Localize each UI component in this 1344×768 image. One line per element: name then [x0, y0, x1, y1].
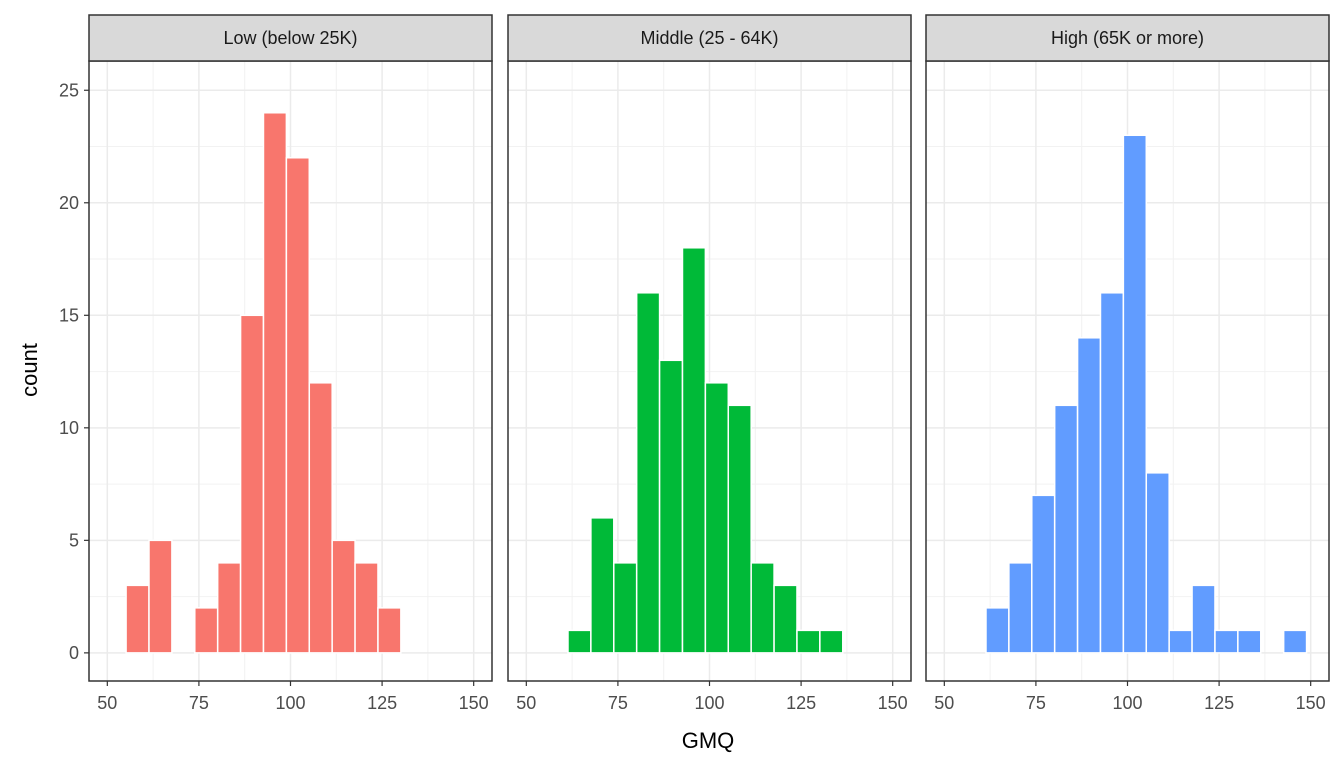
- facet-panel: Low (below 25K) 50 75 100 125 150: [88, 14, 493, 713]
- facet-strip: [88, 14, 493, 62]
- histogram-bar: [285, 157, 311, 654]
- x-axis-title: GMQ: [682, 728, 735, 753]
- histogram-bar: [1031, 494, 1056, 654]
- histogram-bar: [1237, 629, 1262, 654]
- facet-strip-label: High (65K or more): [1051, 28, 1204, 48]
- histogram-bar: [567, 629, 592, 654]
- histogram-bar: [1076, 337, 1102, 654]
- facet-strip-label: Middle (25 - 64K): [640, 28, 778, 48]
- x-tick-label: 150: [878, 693, 908, 713]
- histogram-bar: [704, 382, 730, 654]
- x-tick-label: 150: [459, 693, 489, 713]
- histogram-bar: [377, 607, 402, 654]
- y-axis-title: count: [17, 343, 42, 397]
- histogram-bar: [331, 539, 356, 654]
- x-tick-label: 125: [367, 693, 397, 713]
- facet-strip: [507, 14, 912, 62]
- x-tick-label: 75: [608, 693, 628, 713]
- x-tick-label: 75: [189, 693, 209, 713]
- histogram-bar: [985, 607, 1010, 654]
- y-tick-label: 15: [59, 305, 79, 325]
- x-tick-label: 50: [97, 693, 117, 713]
- histogram-bar: [262, 112, 288, 654]
- histogram-bar: [125, 584, 150, 654]
- histogram-bar: [1214, 629, 1239, 654]
- x-tick-label: 50: [516, 693, 536, 713]
- histogram-bar: [1282, 629, 1308, 654]
- histogram-bar: [1145, 472, 1170, 654]
- histogram-bar: [727, 404, 752, 654]
- histogram-bar: [796, 629, 821, 654]
- x-tick-label: 100: [694, 693, 724, 713]
- histogram-bar: [590, 517, 615, 654]
- histogram-bar: [773, 584, 798, 654]
- histogram-bar: [1122, 134, 1148, 654]
- facet-strip-label: Low (below 25K): [223, 28, 357, 48]
- x-tick-label: 75: [1026, 693, 1046, 713]
- y-tick-label: 10: [59, 418, 79, 438]
- x-tick-label: 100: [1112, 693, 1142, 713]
- histogram-bar: [1053, 404, 1079, 654]
- x-tick-label: 100: [275, 693, 305, 713]
- x-tick-label: 50: [934, 693, 954, 713]
- x-tick-label: 125: [1204, 693, 1234, 713]
- histogram-bar: [750, 562, 775, 654]
- facet-strip: [925, 14, 1330, 62]
- histogram-bar: [354, 562, 379, 654]
- facet-panel: Middle (25 - 64K) 50 75 100 125 150: [507, 14, 912, 713]
- histogram-bar: [1191, 584, 1216, 654]
- histogram-bar: [613, 562, 638, 654]
- y-tick-label: 0: [69, 643, 79, 663]
- histogram-bar: [148, 539, 173, 654]
- y-tick-label: 25: [59, 80, 79, 100]
- histogram-bar: [1099, 292, 1125, 654]
- histogram-bar: [658, 359, 684, 654]
- y-axis: 0 5 10 15 20 25: [59, 80, 89, 663]
- histogram-bar: [194, 607, 219, 654]
- histogram-bar: [681, 247, 707, 654]
- facet-panel: High (65K or more) 50 75 100 125 150: [925, 14, 1330, 713]
- histogram-bar: [216, 562, 242, 654]
- histogram-bar: [1168, 629, 1193, 654]
- histogram-bar: [1008, 562, 1033, 654]
- x-tick-label: 150: [1296, 693, 1326, 713]
- histogram-bar: [239, 314, 265, 654]
- histogram-bar: [635, 292, 661, 654]
- histogram-bar: [819, 629, 844, 654]
- x-tick-label: 125: [786, 693, 816, 713]
- y-tick-label: 20: [59, 193, 79, 213]
- y-tick-label: 5: [69, 530, 79, 550]
- histogram-bar: [308, 382, 333, 654]
